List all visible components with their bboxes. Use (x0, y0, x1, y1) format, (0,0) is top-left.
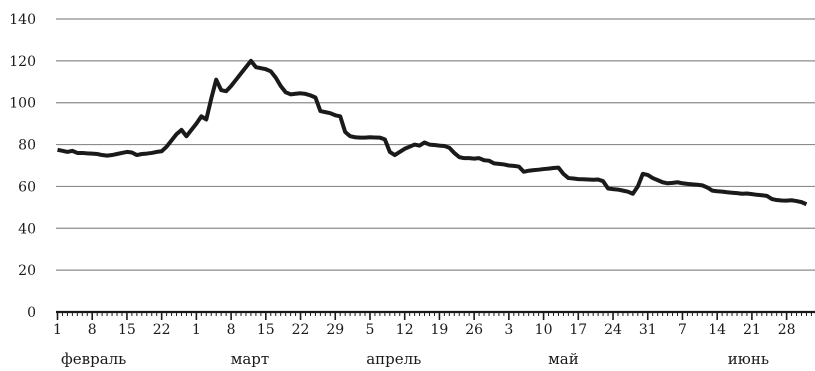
y-tick-label: 20 (18, 263, 36, 279)
x-tick-label: 22 (153, 322, 171, 338)
y-axis-ticks: 0 20 40 60 80 100 120 140 (9, 12, 36, 321)
y-tick-label: 40 (18, 221, 36, 237)
x-tick-label: 24 (604, 322, 622, 338)
x-tick-label: 28 (778, 322, 796, 338)
y-tick-label: 60 (18, 179, 36, 195)
x-tick-label: 31 (639, 322, 657, 338)
x-tick-label: 8 (227, 322, 236, 338)
month-label: апрель (366, 350, 421, 368)
x-tick-label: 5 (366, 322, 375, 338)
y-tick-label: 80 (18, 138, 36, 154)
x-tick-label: 15 (118, 322, 136, 338)
x-tick-label: 21 (743, 322, 761, 338)
month-label: май (548, 350, 579, 368)
x-tick-label: 8 (88, 322, 97, 338)
grid-lines (56, 18, 815, 271)
x-tick-label: 14 (708, 322, 726, 338)
y-tick-label: 100 (9, 96, 36, 112)
x-tick-label: 10 (535, 322, 553, 338)
month-label: февраль (61, 350, 126, 368)
x-tick-label: 19 (431, 322, 449, 338)
x-tick-label: 15 (257, 322, 275, 338)
y-tick-label: 140 (9, 12, 36, 28)
x-tick-label: 17 (569, 322, 587, 338)
month-labels: февраль март апрель май июнь (61, 350, 769, 368)
x-tick-label: 22 (292, 322, 310, 338)
y-tick-label: 120 (9, 54, 36, 70)
x-tick-label: 7 (678, 322, 687, 338)
y-tick-label: 0 (27, 305, 36, 321)
x-tick-label: 26 (465, 322, 483, 338)
x-tick-label: 3 (504, 322, 513, 338)
series-layer (57, 58, 808, 207)
month-label: июнь (728, 350, 769, 368)
series-line-0 (57, 58, 808, 207)
month-label: март (231, 350, 270, 368)
x-tick-label: 12 (396, 322, 414, 338)
x-axis: 1 8 15 22 1 8 15 22 29 5 12 19 26 3 10 17 24 31 7 14 21 28 (53, 310, 815, 338)
x-tick-label: 1 (192, 322, 201, 338)
x-tick-label: 29 (326, 322, 344, 338)
x-tick-label: 1 (53, 322, 62, 338)
